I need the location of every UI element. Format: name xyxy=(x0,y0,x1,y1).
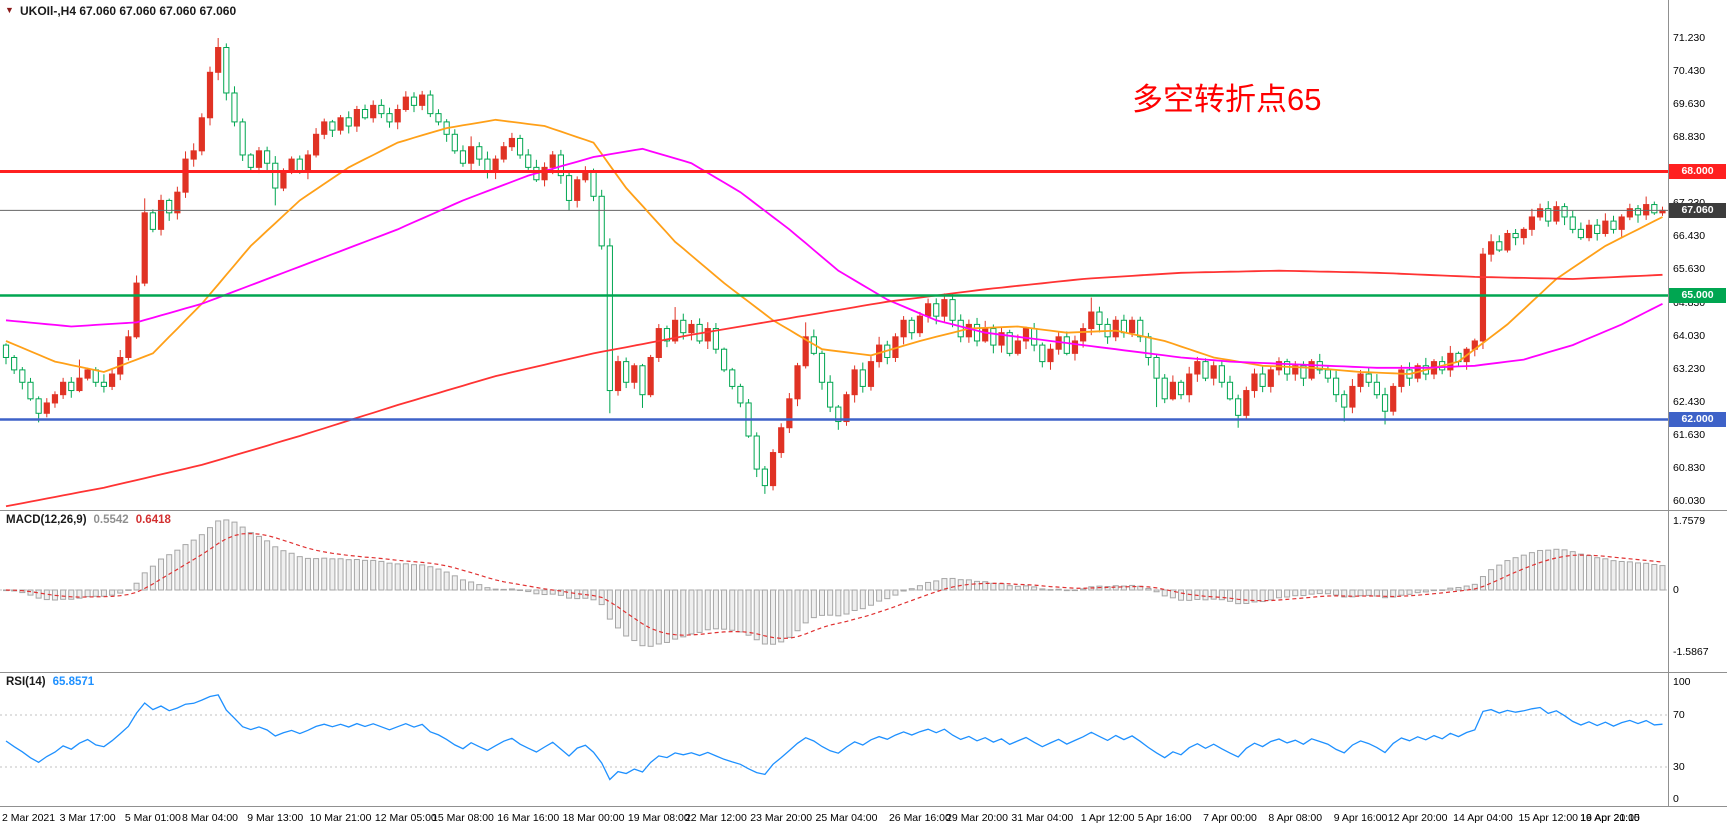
x-axis-label: 18 Mar 00:00 xyxy=(562,812,625,824)
x-axis-label: 23 Mar 20:00 xyxy=(750,812,813,824)
x-axis-label: 12 Apr 20:00 xyxy=(1387,812,1448,824)
price-level-badge: 62.000 xyxy=(1669,411,1726,427)
macd-indicator-label: MACD(12,26,9) 0.5542 0.6418 xyxy=(6,514,171,526)
x-axis-label: 31 Mar 04:00 xyxy=(1011,812,1074,824)
y-axis-label: 64.030 xyxy=(1673,329,1706,342)
y-axis-label: 66.430 xyxy=(1673,230,1706,243)
x-axis-label: 5 Mar 01:00 xyxy=(124,812,181,824)
y-axis-label: 60.030 xyxy=(1673,494,1706,507)
ma-slow-red-line xyxy=(5,269,1663,508)
y-axis-label: 61.630 xyxy=(1673,428,1706,441)
rsi-name: RSI(14) xyxy=(6,676,46,688)
x-axis-label: 16 Mar 16:00 xyxy=(497,812,560,824)
macd-main-value: 0.5542 xyxy=(93,514,129,526)
y-axis-label: 63.230 xyxy=(1673,362,1706,375)
chart-annotation-text: 多空转折点65 xyxy=(1132,82,1322,117)
x-axis-label: 9 Apr 16:00 xyxy=(1333,812,1388,824)
rsi-indicator-label: RSI(14) 65.8571 xyxy=(6,676,94,688)
ma-fast-orange-line xyxy=(5,118,1663,375)
x-axis-label: 16 Apr 20:00 xyxy=(1580,812,1640,824)
rsi-panel xyxy=(0,694,1668,781)
candles-group xyxy=(2,38,1666,494)
x-axis-label: 8 Apr 08:00 xyxy=(1268,812,1323,824)
x-axis-label: 5 Apr 16:00 xyxy=(1137,812,1192,824)
macd-histogram xyxy=(0,519,1668,647)
macd-scale-label: -1.5867 xyxy=(1673,645,1709,658)
rsi-value: 65.8571 xyxy=(52,676,95,688)
x-axis-label: 14 Apr 04:00 xyxy=(1453,812,1513,824)
y-axis-label: 69.630 xyxy=(1673,98,1706,111)
macd-signal-line xyxy=(5,532,1663,640)
x-axis-label: 7 Apr 00:00 xyxy=(1203,812,1257,824)
price-level-badge: 65.000 xyxy=(1669,287,1726,303)
y-axis-label: 65.630 xyxy=(1673,263,1706,276)
chart-symbol-title: UKOIl-,H4 67.060 67.060 67.060 67.060 xyxy=(20,4,237,18)
x-axis-label: 19 Mar 08:00 xyxy=(627,812,690,824)
x-axis-label: 15 Mar 08:00 xyxy=(432,812,494,824)
macd-scale-label: 0 xyxy=(1673,584,1679,596)
x-axis-label: 29 Mar 20:00 xyxy=(946,812,1008,824)
y-axis-label: 60.830 xyxy=(1673,461,1706,474)
rsi-scale-label: 70 xyxy=(1673,709,1685,721)
ma-mid-magenta-line xyxy=(5,147,1663,369)
x-axis-label: 2 Mar 2021 xyxy=(2,812,56,824)
level-lines[interactable] xyxy=(0,170,1668,421)
x-axis-label: 26 Mar 16:00 xyxy=(888,812,951,824)
y-axis-label: 62.430 xyxy=(1673,395,1706,408)
x-axis-label: 3 Mar 17:00 xyxy=(59,812,116,824)
x-axis-label: 22 Mar 12:00 xyxy=(684,812,747,824)
chart-shift-marker-icon: ▼ xyxy=(5,5,14,15)
x-axis-label: 19 Apr 21:15 xyxy=(1580,812,1640,824)
macd-scale-label: 1.7579 xyxy=(1673,515,1706,528)
price-level-badge: 68.000 xyxy=(1669,164,1726,179)
x-axis-label: 8 Mar 04:00 xyxy=(181,812,239,824)
macd-signal-value: 0.6418 xyxy=(135,514,171,526)
panel-separators xyxy=(0,0,1727,807)
current-price-badge: 67.060 xyxy=(1669,202,1726,218)
x-axis-label: 10 Mar 21:00 xyxy=(309,812,372,824)
x-axis-label: 25 Mar 04:00 xyxy=(815,812,878,824)
y-axis-label: 70.430 xyxy=(1673,65,1706,78)
y-axis-label: 71.230 xyxy=(1673,32,1706,44)
macd-name: MACD(12,26,9) xyxy=(6,514,87,526)
rsi-scale-label: 30 xyxy=(1673,761,1685,773)
x-axis-label: 12 Mar 05:00 xyxy=(374,812,437,824)
x-axis-label: 9 Mar 13:00 xyxy=(247,812,304,824)
rsi-scale-label: 100 xyxy=(1673,676,1691,688)
x-axis-label: 1 Apr 12:00 xyxy=(1080,812,1135,824)
x-axis-label: 15 Apr 12:00 xyxy=(1518,812,1579,824)
y-axis-label: 68.830 xyxy=(1673,131,1706,144)
rsi-scale-label: 0 xyxy=(1673,793,1679,805)
